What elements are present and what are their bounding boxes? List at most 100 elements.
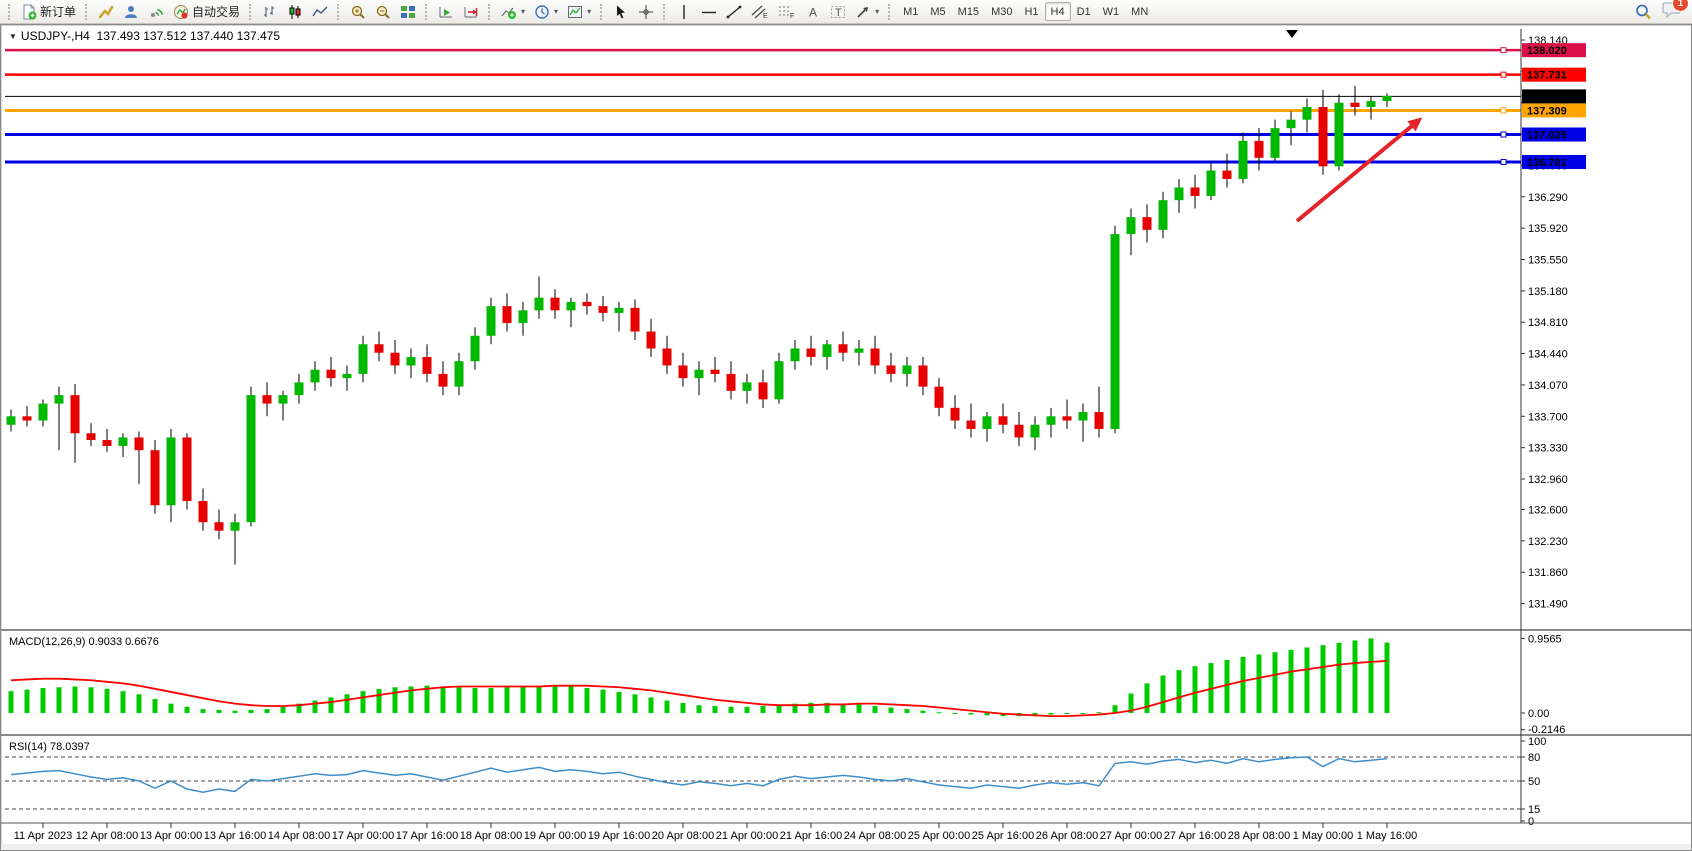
- candle: [838, 344, 848, 353]
- templates-button[interactable]: ▾: [563, 2, 595, 22]
- chat-badge: 1: [1672, 0, 1689, 12]
- price-tick-label: 134.070: [1528, 380, 1568, 392]
- search-button[interactable]: [1630, 2, 1656, 22]
- timeframe-h4[interactable]: H4: [1044, 2, 1071, 21]
- timeframe-m30[interactable]: M30: [985, 2, 1018, 21]
- macd-histogram-bar: [792, 703, 798, 713]
- new-chart-button[interactable]: [94, 2, 118, 22]
- zoom-in-icon: [351, 5, 365, 19]
- arrows-button[interactable]: ▾: [851, 2, 883, 22]
- macd-histogram-bar: [1304, 647, 1310, 713]
- tile-windows-button[interactable]: [396, 2, 420, 22]
- candle: [758, 382, 768, 400]
- candle: [1046, 416, 1056, 425]
- macd-signal-line: [10, 660, 1388, 718]
- macd-histogram-bar: [1112, 705, 1118, 713]
- trendline-button[interactable]: [722, 2, 746, 22]
- date-tick-label: 17 Apr 00:00: [332, 830, 394, 842]
- macd-histogram-bar: [1368, 638, 1374, 713]
- macd-histogram-bar: [1160, 675, 1166, 713]
- candle: [294, 382, 304, 396]
- toolbar-grip: [663, 3, 667, 20]
- indicators-button[interactable]: ▾: [497, 2, 529, 22]
- timeframe-h1[interactable]: H1: [1018, 2, 1044, 21]
- candle: [1350, 102, 1360, 107]
- macd-axis-label: 0.00: [1528, 708, 1549, 720]
- svg-text:T: T: [835, 7, 842, 19]
- candle: [902, 365, 912, 374]
- fibonacci-button[interactable]: F: [774, 2, 800, 22]
- price-tick-label: 131.860: [1528, 567, 1568, 579]
- candlestick-chart-button[interactable]: [283, 2, 307, 22]
- market-signals-button[interactable]: [144, 2, 168, 22]
- timeframe-w1[interactable]: W1: [1097, 2, 1126, 21]
- candle: [1014, 424, 1024, 438]
- date-tick-label: 1 May 16:00: [1357, 830, 1418, 842]
- macd-histogram-bar: [296, 703, 302, 713]
- arrows-icon: [857, 6, 869, 18]
- autotrading-button[interactable]: 自动交易: [169, 2, 244, 22]
- timeframe-m15[interactable]: M15: [952, 2, 985, 21]
- timeframe-d1[interactable]: D1: [1071, 2, 1097, 21]
- line-chart-button[interactable]: [308, 2, 332, 22]
- macd-histogram-bar: [56, 687, 62, 713]
- macd-histogram-bar: [1256, 654, 1262, 713]
- macd-histogram-bar: [1080, 713, 1086, 714]
- new-order-button[interactable]: 新订单: [17, 2, 80, 22]
- profiles-button[interactable]: [119, 2, 143, 22]
- horizontal-line-button[interactable]: [697, 2, 721, 22]
- text-button[interactable]: A: [801, 2, 825, 22]
- macd-histogram-bar: [936, 712, 942, 714]
- macd-histogram-bar: [248, 709, 254, 713]
- price-chart[interactable]: 138.140137.770137.400137.030136.660136.2…: [1, 25, 1691, 850]
- date-tick-label: 17 Apr 16:00: [396, 830, 458, 842]
- price-label-box: [1522, 89, 1586, 104]
- candle: [470, 335, 480, 362]
- price-label-text: 137.309: [1527, 105, 1567, 117]
- fibonacci-icon: F: [779, 6, 794, 20]
- profile-icon: [125, 5, 138, 18]
- toolbar-grip: [85, 3, 89, 20]
- auto-scroll-button[interactable]: [434, 2, 458, 22]
- dropdown-caret: ▾: [587, 7, 592, 16]
- rsi-line: [10, 756, 1388, 793]
- candle: [22, 416, 32, 421]
- vertical-line-button[interactable]: [672, 2, 696, 22]
- candle: [1302, 106, 1312, 120]
- zoom-in-button[interactable]: [346, 2, 370, 22]
- date-tick-label: 11 Apr 2023: [14, 830, 73, 842]
- date-tick-label: 24 Apr 08:00: [844, 830, 906, 842]
- zoom-out-button[interactable]: [371, 2, 395, 22]
- bar-chart-button[interactable]: [258, 2, 282, 22]
- chat-button[interactable]: 1: [1662, 0, 1689, 23]
- periods-button[interactable]: ▾: [530, 2, 562, 22]
- search-icon: [1636, 4, 1651, 19]
- cursor-button[interactable]: [609, 2, 633, 22]
- crosshair-button[interactable]: [634, 2, 658, 22]
- horizontal-line-icon: [702, 11, 717, 13]
- macd-histogram-bar: [1224, 659, 1230, 713]
- toolbar-grip: [249, 3, 253, 20]
- candle: [406, 356, 416, 366]
- candle: [1222, 170, 1232, 179]
- candle: [6, 416, 16, 425]
- macd-histogram-bar: [1144, 683, 1150, 713]
- macd-histogram-bar: [24, 689, 30, 713]
- timeframe-m1[interactable]: M1: [897, 2, 924, 21]
- timeframe-mn[interactable]: MN: [1125, 2, 1154, 21]
- candle: [230, 522, 240, 531]
- macd-histogram-bar: [616, 691, 622, 713]
- macd-histogram-bar: [408, 686, 414, 713]
- chart-shift-button[interactable]: [459, 2, 483, 22]
- rsi-axis-label: 100: [1528, 736, 1546, 748]
- candle: [774, 361, 784, 400]
- macd-histogram-bar: [552, 685, 558, 713]
- candle: [1238, 140, 1248, 179]
- equidistant-channel-button[interactable]: E: [747, 2, 773, 22]
- date-tick-label: 25 Apr 16:00: [972, 830, 1034, 842]
- date-tick-label: 27 Apr 16:00: [1164, 830, 1226, 842]
- candle: [982, 416, 992, 429]
- timeframe-m5[interactable]: M5: [924, 2, 951, 21]
- text-label-button[interactable]: T: [826, 2, 850, 22]
- chart-shift-marker: [1286, 30, 1298, 38]
